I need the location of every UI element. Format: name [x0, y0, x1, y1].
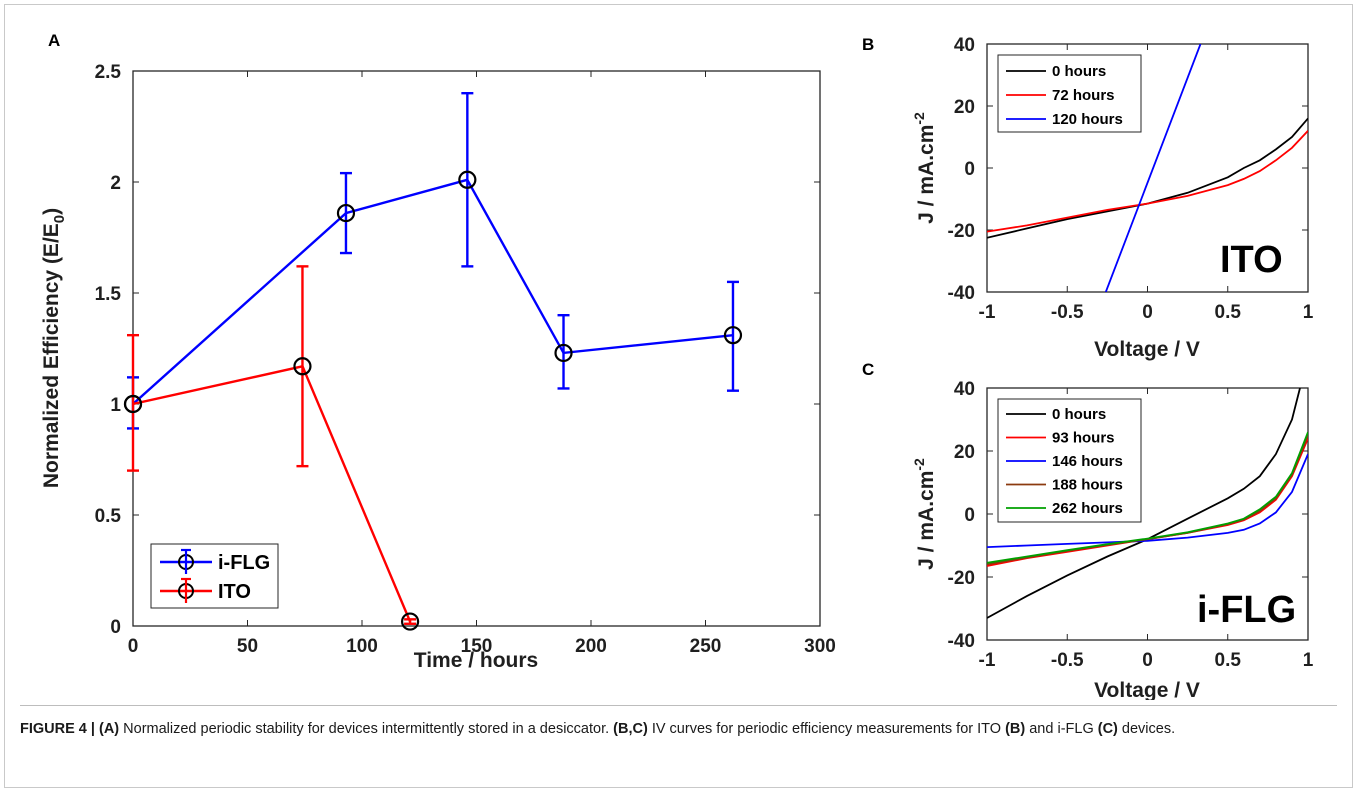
y-tick-label: -40	[948, 631, 975, 652]
legend-label: 262 hours	[1052, 500, 1123, 517]
panel-a-legend: i-FLG ITO	[150, 543, 279, 609]
caption-segment: and i-FLG	[1025, 721, 1098, 737]
series-line	[987, 117, 1308, 239]
panel-letter-c: C	[862, 360, 874, 379]
caption-segment: (A)	[99, 721, 120, 737]
data-point	[554, 343, 573, 363]
panel-a-legend-box	[150, 543, 279, 609]
panel-a-ylabel: Normalized Efficiency (E/E0)	[40, 208, 68, 488]
y-tick-label: 2.5	[95, 62, 122, 83]
x-tick-label: 0	[1142, 650, 1153, 671]
y-tick-label: 40	[954, 35, 975, 56]
x-tick-label: 1	[1303, 302, 1314, 323]
x-tick-label: 300	[804, 636, 836, 657]
y-tick-label: -20	[948, 568, 975, 589]
caption-segment: IV curves for periodic efficiency measur…	[647, 721, 1006, 737]
panel-a-xlabel: Time / hours	[414, 649, 538, 672]
y-tick-label: -20	[948, 221, 975, 242]
data-point	[123, 394, 143, 414]
series-line	[987, 431, 1308, 564]
panel-b-legend: 0 hours 72 hours 120 hours	[997, 54, 1142, 133]
panel-c-marks	[987, 388, 1308, 619]
x-tick-label: 200	[575, 636, 607, 657]
panel-b: B -1 -0.5 0 0.5 1 -40 -20 0 20 40 Voltage / V J /…	[862, 35, 1314, 361]
panel-b-marks	[987, 44, 1308, 292]
x-tick-label: 50	[237, 636, 258, 657]
series-line	[987, 388, 1301, 619]
legend-label: 0 hours	[1052, 63, 1106, 80]
figure-frame	[4, 4, 1353, 788]
y-tick-label: -40	[948, 283, 975, 304]
caption-body: (A) Normalized periodic stability for de…	[99, 721, 1175, 737]
panel-b-ylabel: J / mA.cm-2	[911, 112, 938, 224]
panel-c-xlabel: Voltage / V	[1094, 679, 1200, 700]
x-tick-label: -1	[979, 302, 996, 323]
x-tick-label: -0.5	[1051, 650, 1084, 671]
y-tick-label: 0.5	[95, 506, 122, 527]
data-point	[458, 170, 477, 189]
x-tick-label: 250	[690, 636, 722, 657]
caption-segment: (B,C)	[613, 721, 648, 737]
figure-caption: FIGURE 4 | (A) Normalized periodic stabi…	[20, 718, 1330, 741]
y-tick-label: 0	[110, 617, 121, 638]
panel-c-annotation: i-FLG	[1197, 589, 1296, 631]
panel-b-xlabel: Voltage / V	[1094, 338, 1200, 361]
x-tick-label: 1	[1303, 650, 1314, 671]
x-tick-label: -0.5	[1051, 302, 1084, 323]
data-point	[336, 203, 356, 223]
panel-c-ylabel: J / mA.cm-2	[911, 458, 938, 570]
y-tick-label: 2	[110, 173, 121, 194]
panel-c: C -1 -0.5 0 0.5 1 -40 -20 0 20 40 Voltage / V J /…	[862, 360, 1314, 700]
legend-label: 0 hours	[1052, 406, 1106, 423]
panel-a-ticks: 0 50 100 150 200 250 300 0 0.5 1 1.5 2 2.5	[95, 62, 836, 657]
x-tick-label: 0.5	[1215, 650, 1242, 671]
series-line	[987, 130, 1308, 233]
panel-a-axes	[132, 70, 821, 627]
legend-label: 93 hours	[1052, 430, 1115, 447]
panel-b-annotation: ITO	[1220, 239, 1283, 281]
caption-segment: (B)	[1005, 721, 1026, 737]
y-tick-label: 1	[110, 395, 121, 416]
legend-label: 120 hours	[1052, 111, 1123, 128]
caption-divider	[20, 705, 1337, 706]
panel-b-ticks: -1 -0.5 0 0.5 1 -40 -20 0 20 40	[948, 35, 1314, 323]
y-tick-label: 1.5	[95, 284, 122, 305]
legend-label: i-FLG	[218, 552, 270, 574]
data-point	[400, 612, 420, 631]
x-tick-label: 0.5	[1215, 302, 1242, 323]
y-tick-label: 0	[964, 159, 975, 180]
caption-segment: devices.	[1117, 721, 1176, 737]
x-tick-label: -1	[979, 650, 996, 671]
legend-label: 72 hours	[1052, 87, 1115, 104]
data-point	[723, 326, 743, 345]
caption-label: FIGURE 4 |	[20, 721, 99, 737]
caption-segment: (C)	[1097, 721, 1118, 737]
caption-segment: Normalized periodic stability for device…	[119, 721, 614, 737]
legend-label: 146 hours	[1052, 453, 1123, 470]
y-tick-label: 40	[954, 379, 975, 400]
series-line	[987, 453, 1308, 548]
x-tick-label: 100	[346, 636, 378, 657]
panel-a-marks	[123, 91, 743, 631]
panel-a: A 0 50 100 150 200 250 300 0 0.5 1 1.5 2 2.5 Time / …	[40, 31, 836, 672]
legend-label: ITO	[218, 581, 251, 603]
y-tick-label: 20	[954, 442, 975, 463]
panel-letter-a: A	[48, 31, 60, 50]
x-tick-label: 0	[128, 636, 139, 657]
legend-label: 188 hours	[1052, 477, 1123, 494]
panel-c-ticks: -1 -0.5 0 0.5 1 -40 -20 0 20 40	[948, 379, 1314, 671]
panel-c-legend: 0 hours 93 hours 146 hours 188 hours 262 hou…	[997, 398, 1142, 523]
x-tick-label: 150	[461, 636, 493, 657]
x-tick-label: 0	[1142, 302, 1153, 323]
y-tick-label: 20	[954, 97, 975, 118]
y-tick-label: 0	[964, 505, 975, 526]
series-line	[1104, 44, 1202, 292]
data-point	[293, 357, 312, 376]
panel-letter-b: B	[862, 35, 874, 54]
